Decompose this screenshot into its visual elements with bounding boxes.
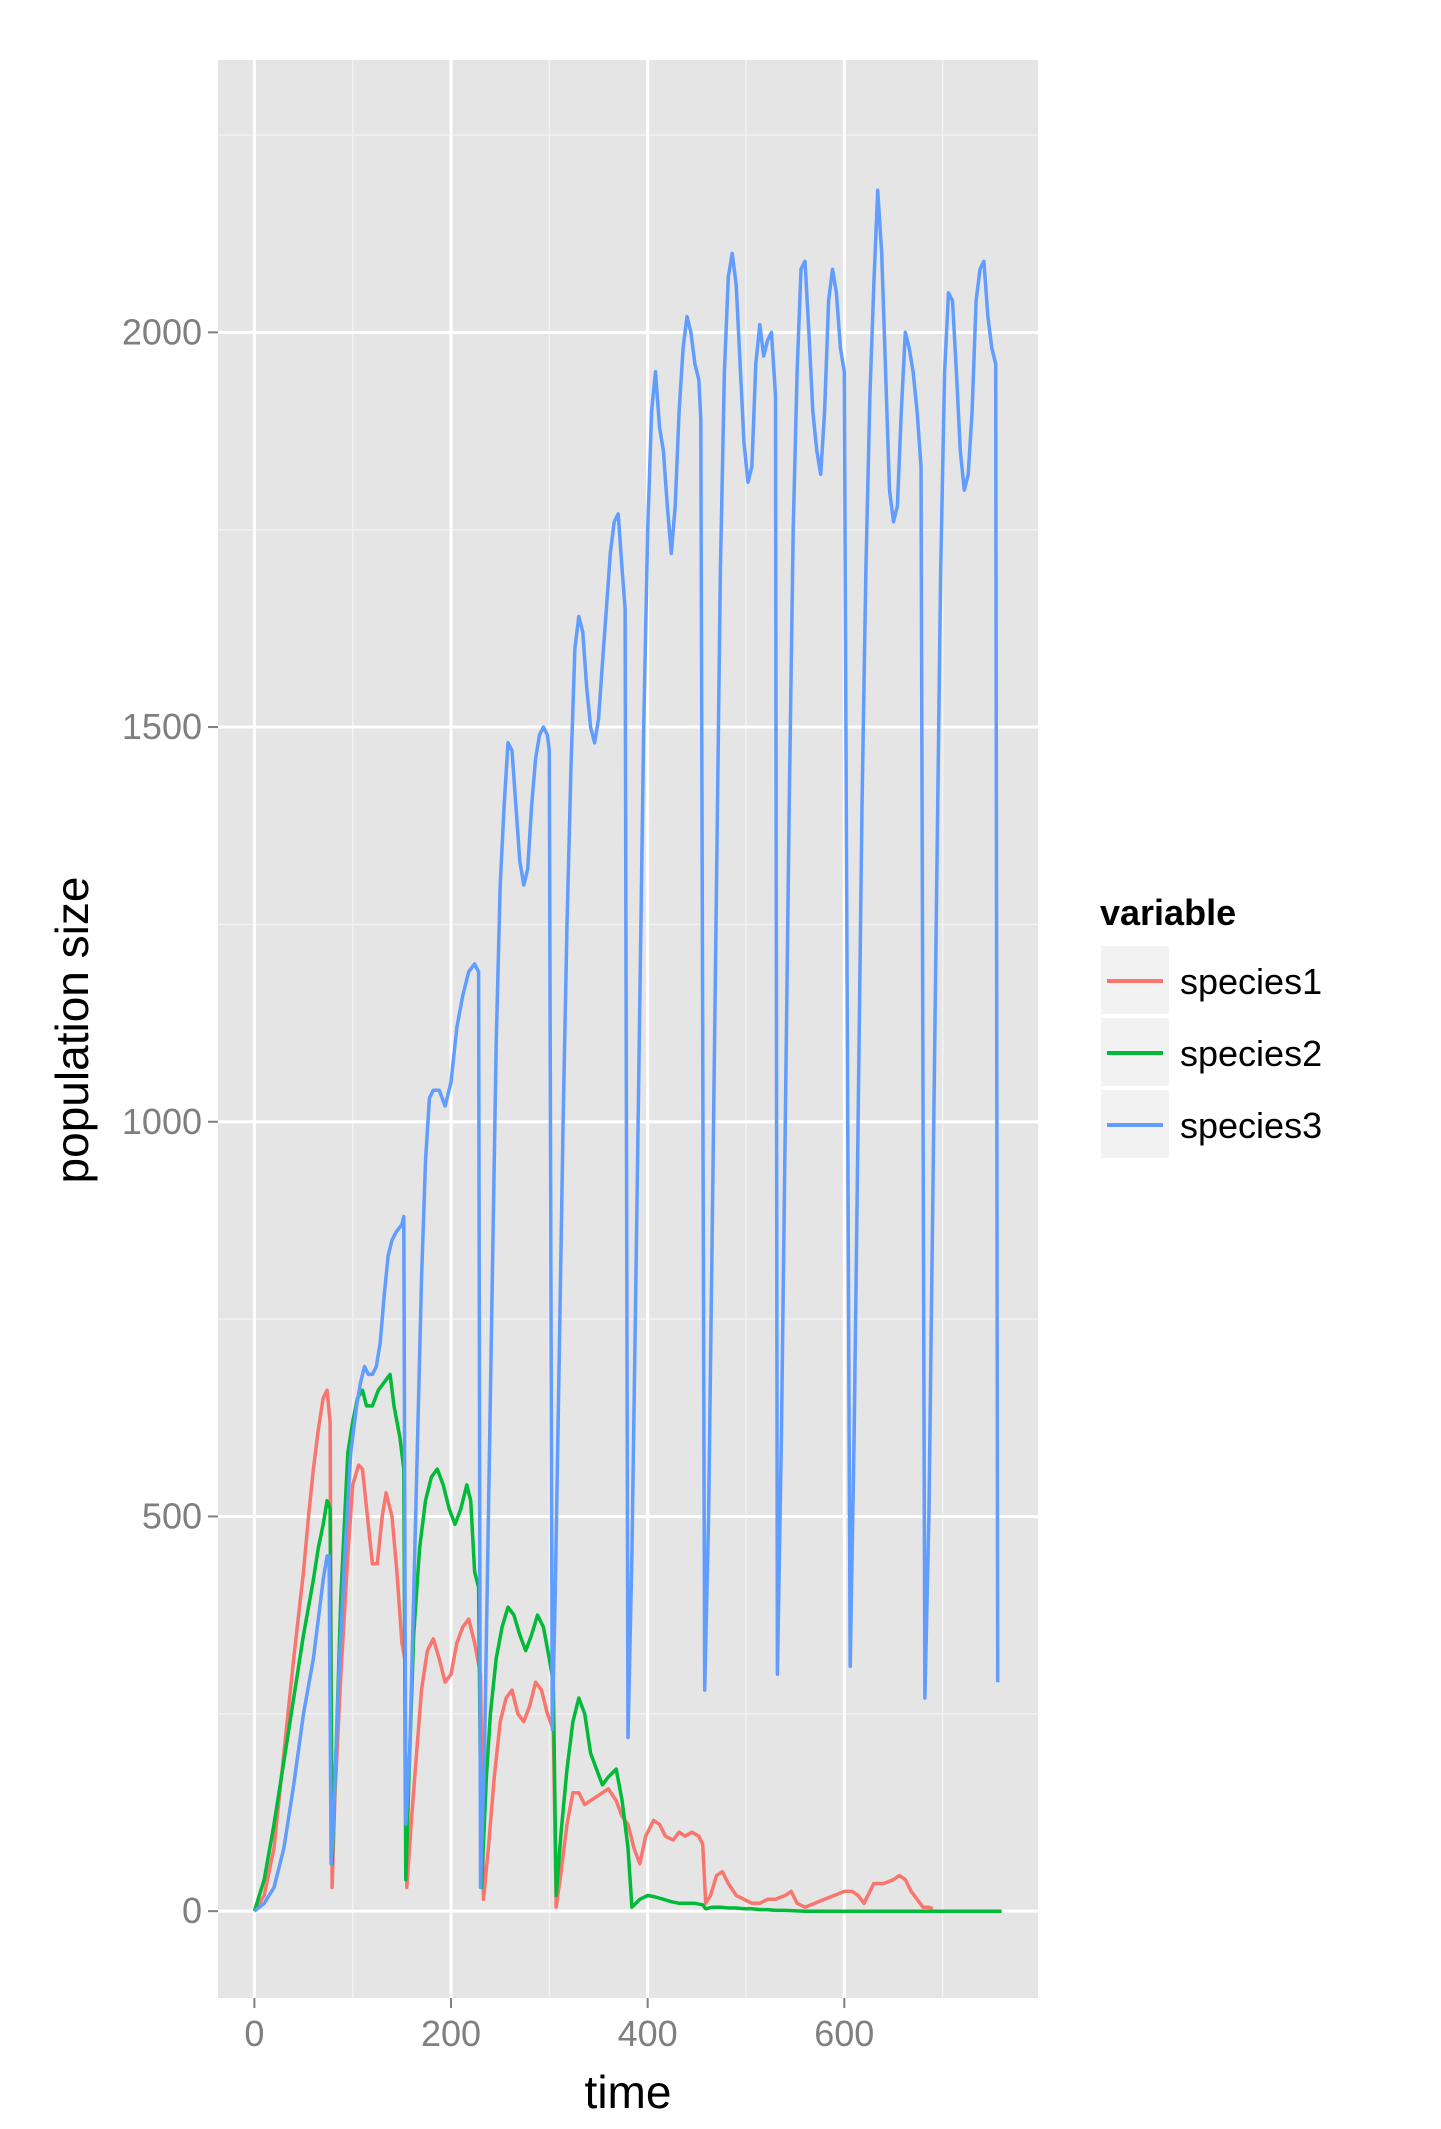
- legend-item-species1: species1: [1099, 944, 1322, 1016]
- x-tick-label: 0: [244, 2013, 264, 2054]
- y-tick-label: 1500: [122, 706, 202, 747]
- legend-label-species3: species3: [1180, 1105, 1322, 1146]
- x-axis: 0 200 400 600: [244, 1998, 874, 2054]
- x-tick-label: 200: [421, 2013, 481, 2054]
- x-tick-label: 400: [618, 2013, 678, 2054]
- series-lines: [252, 188, 1002, 1913]
- y-tick-label: 2000: [122, 311, 202, 352]
- legend-title: variable: [1100, 892, 1236, 933]
- y-tick-label: 1000: [122, 1101, 202, 1142]
- x-tick-label: 600: [814, 2013, 874, 2054]
- x-axis-title: time: [585, 2066, 672, 2118]
- legend-label-species2: species2: [1180, 1033, 1322, 1074]
- legend: variable species1 species2 species3: [1099, 892, 1322, 1160]
- y-tick-label: 0: [182, 1890, 202, 1931]
- y-axis-title: population size: [46, 877, 98, 1184]
- series-line-species1: [252, 1388, 934, 1913]
- series-line-species3: [253, 188, 1000, 1913]
- y-axis: 0 500 1000 1500 2000: [122, 311, 218, 1931]
- y-tick-label: 500: [142, 1495, 202, 1536]
- legend-item-species3: species3: [1099, 1088, 1322, 1160]
- legend-label-species1: species1: [1180, 961, 1322, 1002]
- legend-item-species2: species2: [1099, 1016, 1322, 1088]
